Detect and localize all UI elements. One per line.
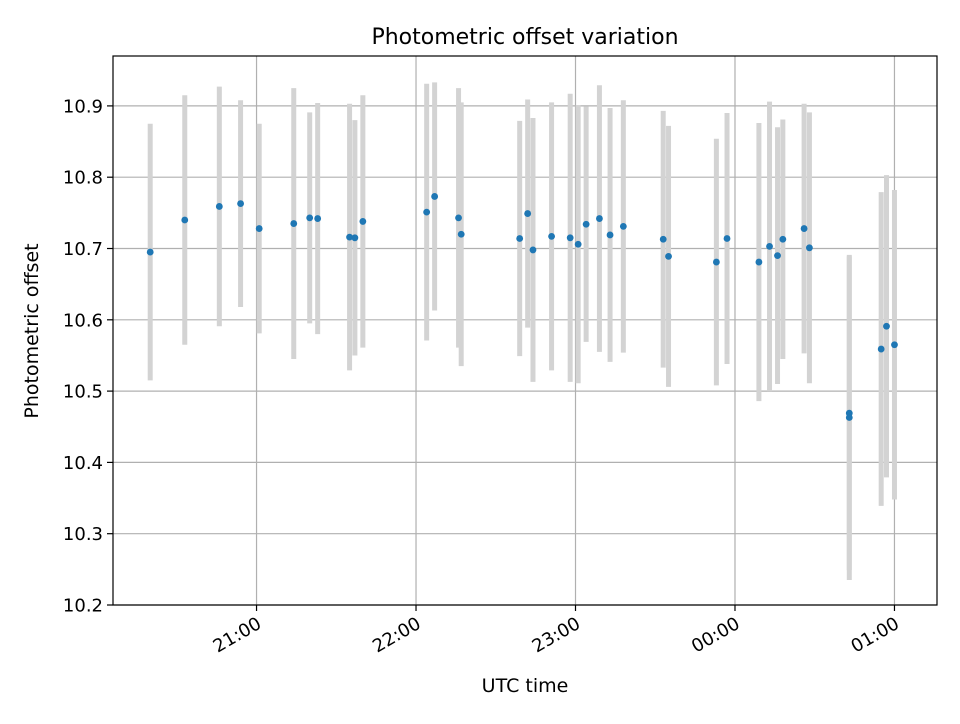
data-point	[146, 248, 154, 256]
data-point	[659, 235, 667, 243]
data-point	[779, 235, 787, 243]
data-point	[314, 215, 322, 222]
y-tick-label: 10.5	[63, 382, 103, 403]
grid-layer	[113, 56, 937, 606]
y-tick-label: 10.3	[63, 524, 103, 545]
point-layer	[146, 193, 898, 421]
data-point	[237, 200, 244, 207]
data-point	[306, 214, 314, 222]
data-point	[351, 234, 359, 242]
y-tick-label: 10.9	[63, 96, 103, 117]
data-point	[582, 220, 590, 228]
data-point	[619, 223, 627, 230]
data-point	[891, 341, 898, 349]
data-point	[255, 225, 263, 232]
data-point	[806, 244, 813, 252]
y-tick-label: 10.8	[63, 168, 103, 189]
x-tick-label: 00:00	[688, 613, 743, 657]
data-point	[774, 252, 781, 260]
y-tick-label: 10.2	[63, 596, 103, 617]
data-point	[524, 210, 532, 217]
data-point	[423, 208, 431, 216]
data-point	[755, 258, 763, 266]
y-tick-label: 10.6	[63, 310, 103, 331]
data-point	[566, 234, 574, 242]
data-point	[845, 414, 853, 421]
data-point	[455, 214, 462, 222]
data-point	[516, 235, 524, 242]
data-point	[181, 216, 189, 224]
data-point	[766, 242, 773, 250]
data-point	[665, 252, 672, 260]
x-axis-label: UTC time	[482, 675, 569, 697]
plot-frame	[112, 55, 938, 606]
data-point	[574, 240, 582, 248]
x-tick-label: 01:00	[848, 613, 903, 657]
data-point	[215, 203, 223, 210]
x-tick-label: 23:00	[529, 613, 584, 657]
data-point	[290, 220, 298, 227]
y-tick-label: 10.4	[63, 453, 103, 474]
data-point	[346, 233, 353, 241]
y-tick-label: 10.7	[63, 239, 103, 260]
data-point	[877, 345, 885, 353]
x-tick-label: 21:00	[210, 613, 265, 657]
y-axis-label: Photometric offset	[21, 243, 43, 418]
chart-title: Photometric offset variation	[371, 25, 678, 50]
x-tick-label: 22:00	[369, 613, 424, 657]
data-point	[359, 218, 367, 225]
data-point	[548, 232, 555, 240]
data-point	[529, 246, 537, 254]
data-point	[457, 230, 465, 238]
data-point	[431, 193, 439, 200]
errorbar-layer	[147, 82, 897, 581]
data-point	[800, 225, 808, 232]
data-point	[712, 258, 720, 266]
data-point	[596, 215, 603, 222]
data-point	[883, 322, 890, 330]
data-point	[723, 235, 731, 242]
data-point	[606, 231, 614, 239]
